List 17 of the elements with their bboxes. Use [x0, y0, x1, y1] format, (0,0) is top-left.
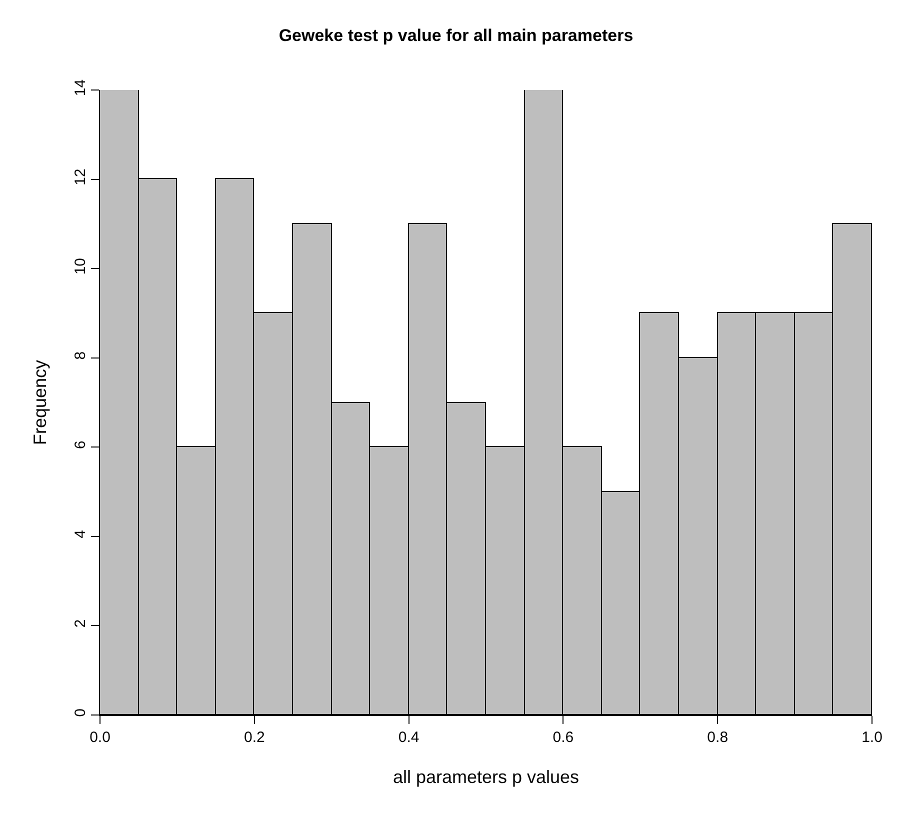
chart-title: Geweke test p value for all main parameters: [278, 26, 634, 45]
x-tick-label: 0.8: [707, 729, 728, 746]
x-tick-label: 0.2: [244, 729, 265, 746]
y-axis-title: Frequency: [30, 360, 50, 446]
x-tick-label: 0.0: [90, 729, 110, 746]
y-tick-label: 10: [72, 258, 89, 275]
y-tick-label: 12: [72, 168, 89, 186]
x-tick-label: 0.4: [398, 729, 420, 746]
y-tick-label: 0: [72, 708, 89, 717]
y-tick-label: 6: [72, 440, 89, 450]
x-tick-label: 0.6: [552, 729, 574, 746]
y-tick-label: 14: [72, 79, 89, 96]
y-tick-label: 8: [72, 351, 89, 360]
x-tick-label: 1.0: [862, 729, 882, 746]
y-tick-label: 2: [72, 619, 89, 628]
x-axis-title: all parameters p values: [392, 767, 580, 788]
y-tick-label: 4: [72, 530, 89, 538]
